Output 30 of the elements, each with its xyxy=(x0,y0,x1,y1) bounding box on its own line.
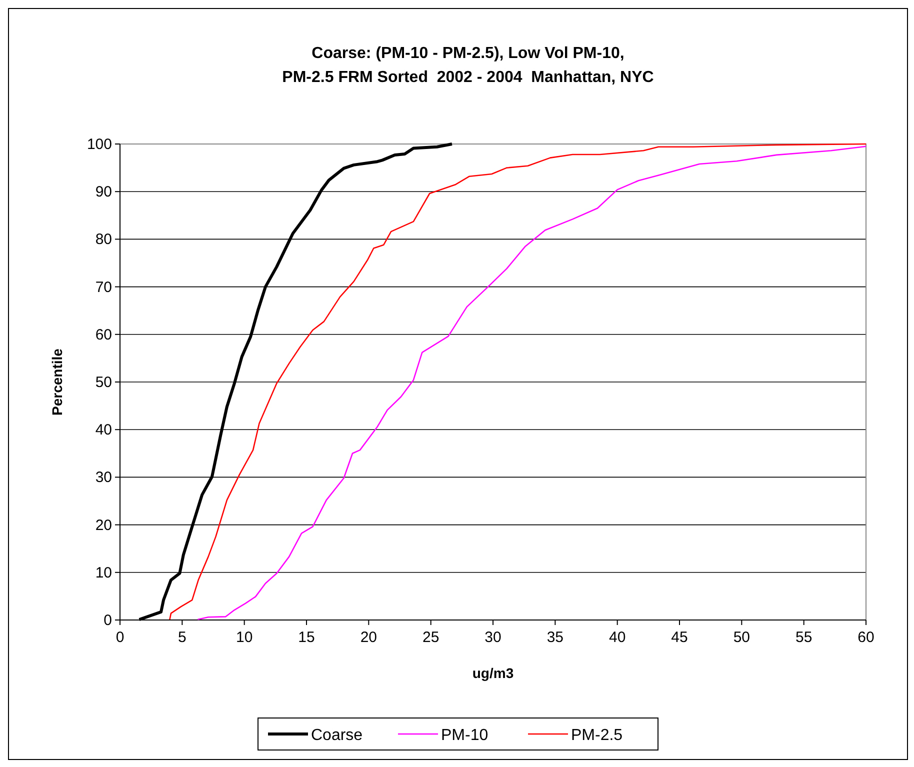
x-tick-label: 30 xyxy=(484,629,502,646)
y-tick-label: 30 xyxy=(95,469,112,486)
x-tick-label: 50 xyxy=(733,629,750,646)
legend-label: PM-2.5 xyxy=(571,727,623,744)
y-tick-label: 40 xyxy=(95,422,112,439)
y-tick-label: 70 xyxy=(95,278,112,296)
y-tick-label: 90 xyxy=(95,184,112,201)
x-tick-label: 35 xyxy=(546,629,564,646)
y-tick-label: 20 xyxy=(95,516,112,534)
legend-label: Coarse xyxy=(311,727,363,744)
chart-title: Coarse: (PM-10 - PM-2.5), Low Vol PM-10, PM-2.5 FRM Sorted 2002 - 2004 Manhattan, NYC xyxy=(282,45,654,86)
x-tick-label: 45 xyxy=(671,629,688,646)
y-tick-label: 10 xyxy=(95,564,112,582)
x-tick-label: 5 xyxy=(178,629,186,646)
x-tick-label: 55 xyxy=(795,629,812,646)
y-axis-title: Percentile xyxy=(49,348,65,416)
x-tick-label: 60 xyxy=(858,629,874,646)
y-tick-label: 60 xyxy=(95,326,112,344)
x-tick-label: 20 xyxy=(360,629,378,646)
x-tick-label: 15 xyxy=(298,629,315,646)
x-tick-label: 25 xyxy=(422,629,440,646)
y-tick-label: 80 xyxy=(95,231,112,248)
x-tick-label: 0 xyxy=(116,629,124,646)
x-tick-label: 10 xyxy=(236,629,253,646)
y-tick-label: 0 xyxy=(104,612,112,629)
x-tick-label: 40 xyxy=(608,629,626,646)
y-tick-label: 50 xyxy=(95,374,112,391)
y-tick-label: 100 xyxy=(86,136,112,153)
x-axis-title: ug/m3 xyxy=(472,665,514,681)
legend-label: PM-10 xyxy=(441,727,488,744)
